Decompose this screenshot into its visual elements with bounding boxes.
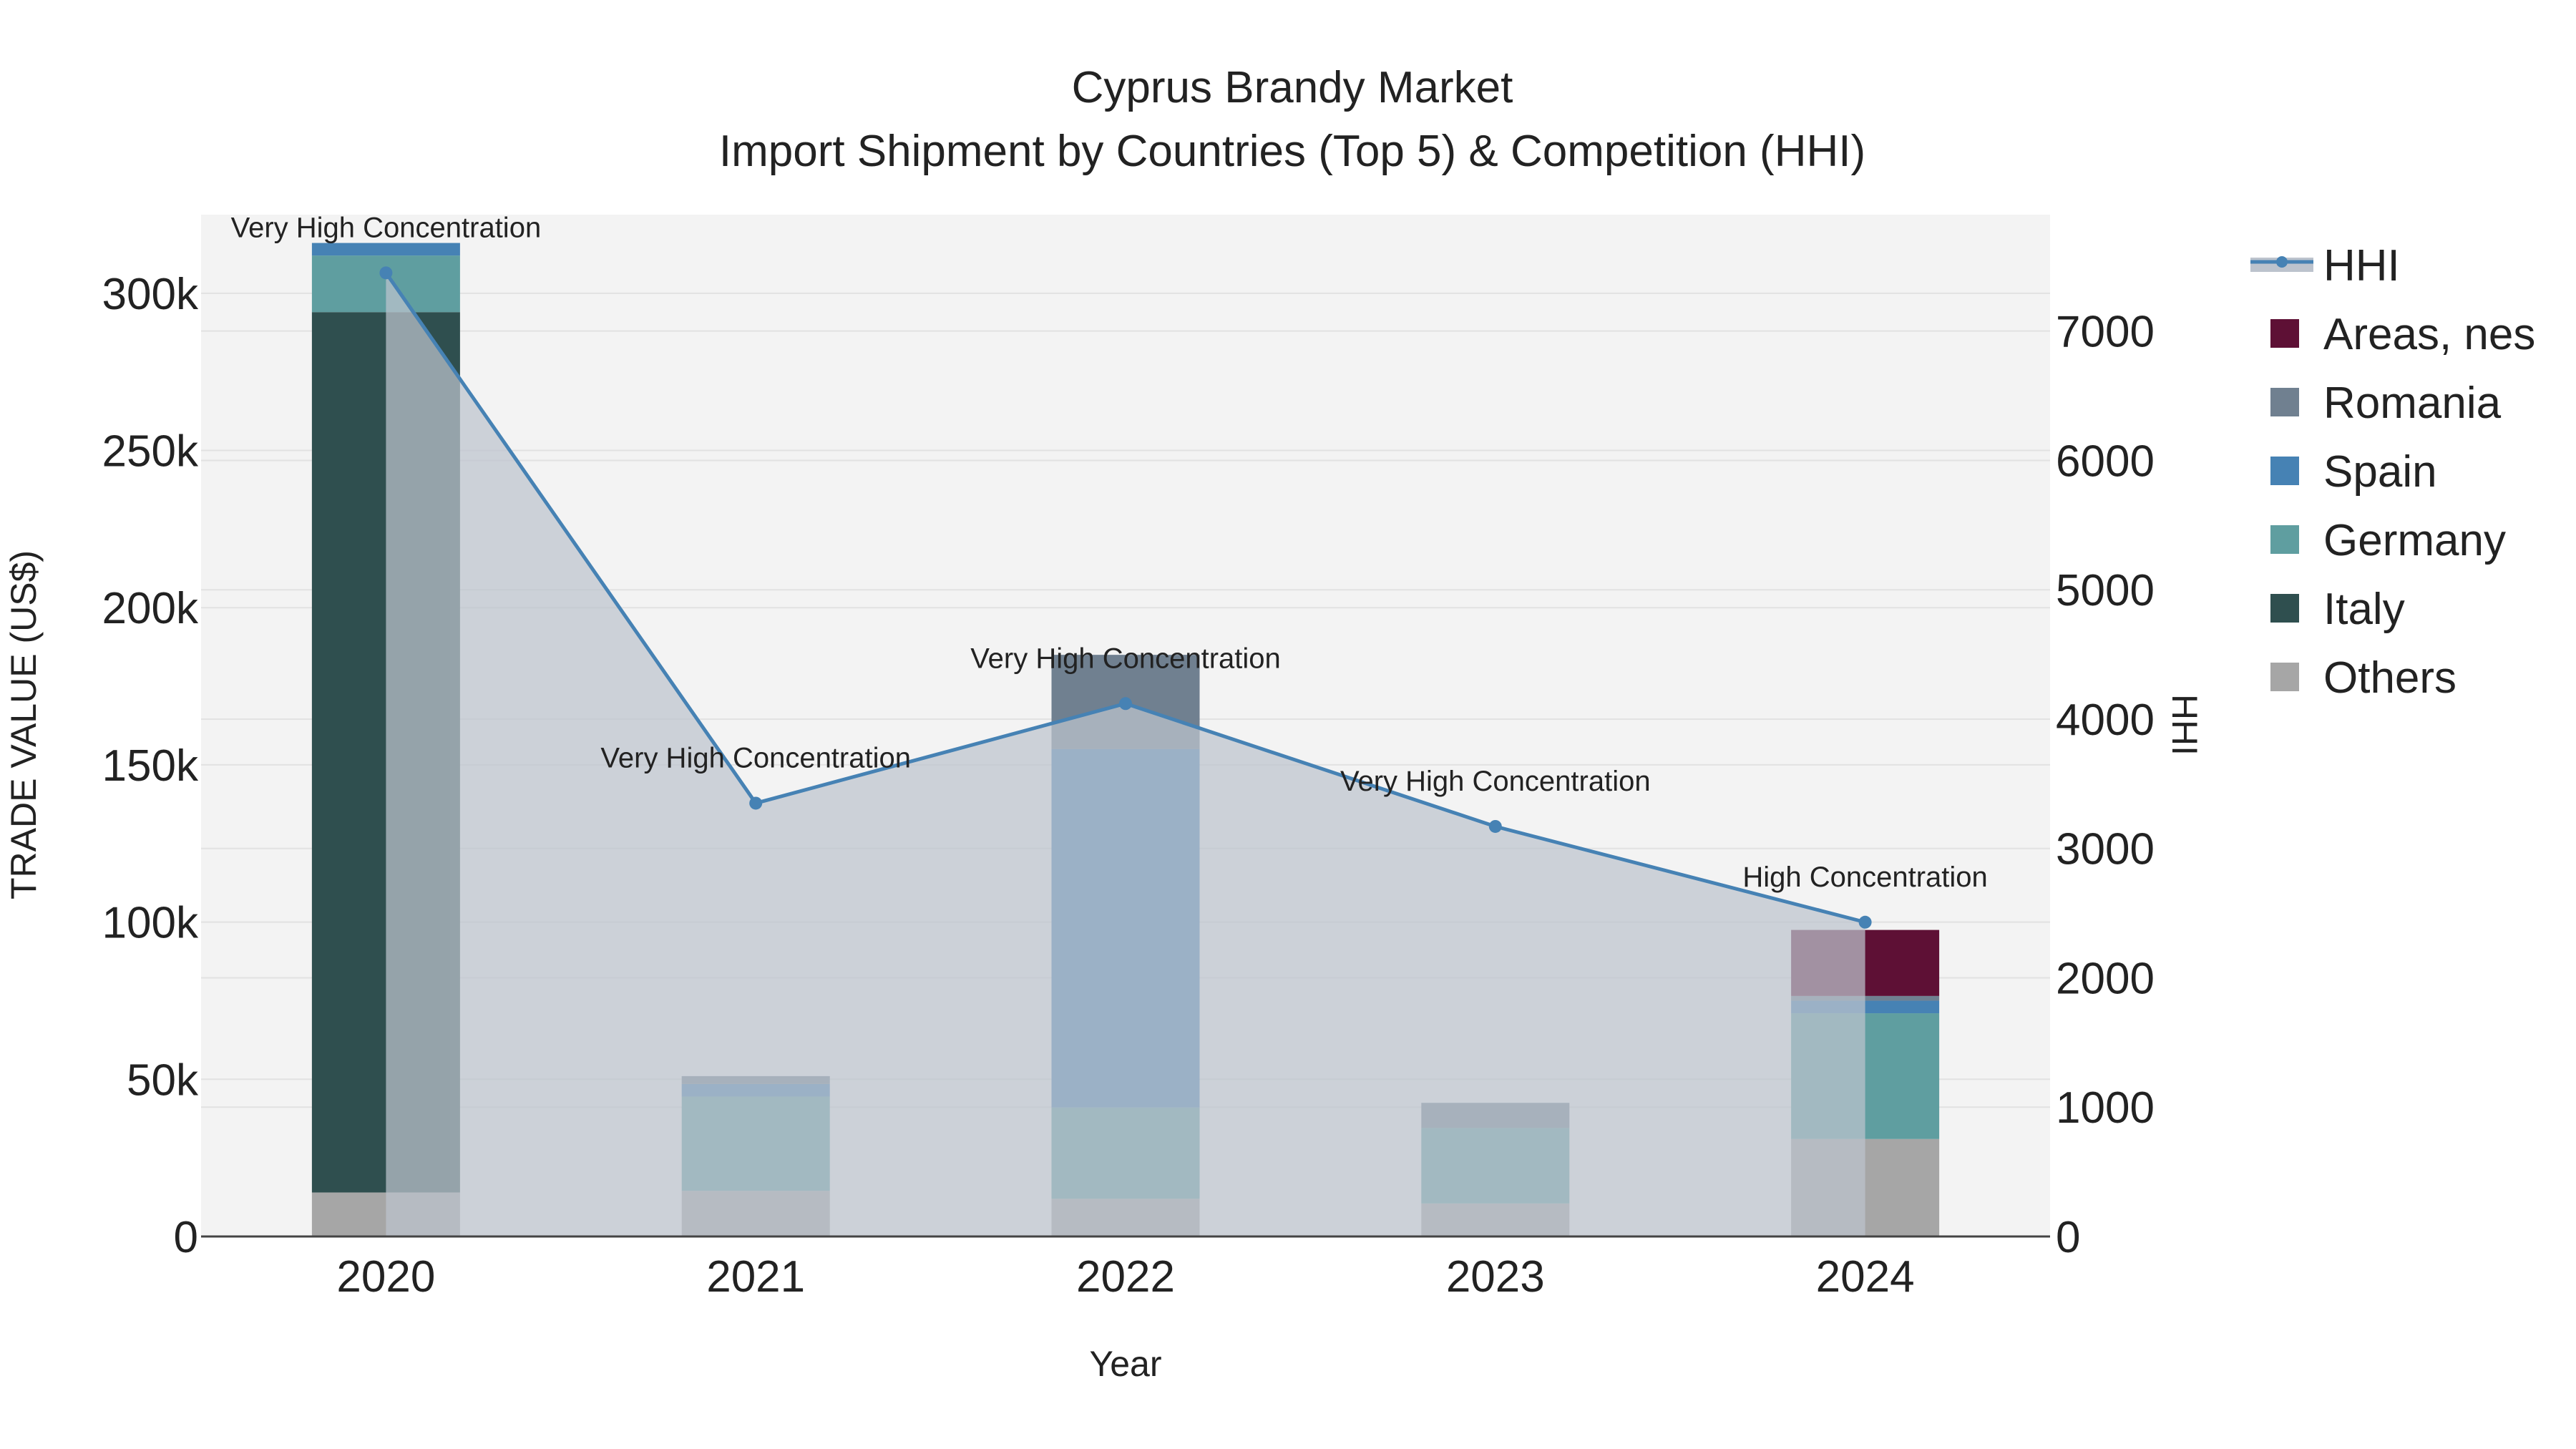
y-tick-label: 250k <box>102 427 199 477</box>
x-axis-title: Year <box>1089 1344 1161 1384</box>
x-tick-label: 2022 <box>1076 1252 1175 1302</box>
legend-label-others: Others <box>2323 653 2457 703</box>
legend-label-hhi: HHI <box>2323 241 2400 291</box>
chart-subtitle: Import Shipment by Countries (Top 5) & C… <box>719 127 1865 176</box>
bar-segment-spain <box>311 243 460 256</box>
y2-tick-label: 3000 <box>2056 825 2155 874</box>
y2-tick-label: 2000 <box>2056 954 2155 1003</box>
y2-tick-label: 1000 <box>2056 1083 2155 1133</box>
x-tick-label: 2020 <box>336 1252 435 1302</box>
legend-label-spain: Spain <box>2323 447 2437 497</box>
legend-swatch-spain <box>2270 457 2299 485</box>
legend-swatch-others <box>2270 663 2299 691</box>
hhi-layer: Very High Concentration Very High Concent… <box>231 212 1988 1236</box>
hhi-label: Very High Concentration <box>970 643 1281 674</box>
legend: HHI Areas, nes Romania Spain Germany Italy Oth… <box>2250 241 2535 703</box>
y-tick-label: 50k <box>127 1055 199 1105</box>
y-tick-label: 200k <box>102 584 199 633</box>
y-axis-title: TRADE VALUE (US$) <box>4 550 44 899</box>
hhi-area <box>386 273 1865 1236</box>
legend-swatch-romania <box>2270 388 2299 416</box>
x-tick-label: 2024 <box>1816 1252 1915 1302</box>
hhi-marker <box>1858 915 1872 929</box>
legend-swatch-italy <box>2270 594 2299 623</box>
hhi-marker <box>379 266 393 280</box>
legend-label-areas-nes: Areas, nes <box>2323 310 2535 359</box>
x-tick-label: 2021 <box>706 1252 805 1302</box>
hhi-label: Very High Concentration <box>1340 766 1651 797</box>
legend-swatch-germany <box>2270 525 2299 554</box>
y2-tick-label: 4000 <box>2056 696 2155 745</box>
legend-label-romania: Romania <box>2323 379 2502 428</box>
hhi-marker <box>749 796 763 810</box>
legend-swatch-areas-nes <box>2270 319 2299 348</box>
x-axis-ticks: 2020 2021 2022 2023 2024 <box>336 1252 1914 1302</box>
legend-swatch-hhi-marker <box>2276 256 2288 268</box>
chart-title: Cyprus Brandy Market <box>1072 63 1513 112</box>
y2-tick-label: 6000 <box>2056 436 2155 486</box>
y2-tick-label: 5000 <box>2056 566 2155 615</box>
hhi-marker <box>1488 819 1502 833</box>
y-tick-label: 0 <box>174 1213 198 1262</box>
y2-axis-title: HHI <box>2165 694 2205 756</box>
hhi-label: Very High Concentration <box>231 212 542 243</box>
y-tick-label: 300k <box>102 270 199 319</box>
y-tick-label: 150k <box>102 741 199 791</box>
y2-tick-label: 0 <box>2056 1213 2080 1262</box>
y2-axis-ticks: 0 1000 2000 3000 4000 5000 6000 7000 <box>2056 308 2155 1262</box>
y-axis-ticks: 0 50k 100k 150k 200k 250k 300k <box>102 270 199 1262</box>
hhi-marker <box>1119 697 1132 711</box>
x-tick-label: 2023 <box>1446 1252 1545 1302</box>
y2-tick-label: 7000 <box>2056 308 2155 357</box>
legend-label-germany: Germany <box>2323 516 2506 565</box>
hhi-label: Very High Concentration <box>600 742 911 774</box>
hhi-label: High Concentration <box>1742 862 1987 893</box>
legend-label-italy: Italy <box>2323 585 2405 634</box>
y-tick-label: 100k <box>102 899 199 948</box>
